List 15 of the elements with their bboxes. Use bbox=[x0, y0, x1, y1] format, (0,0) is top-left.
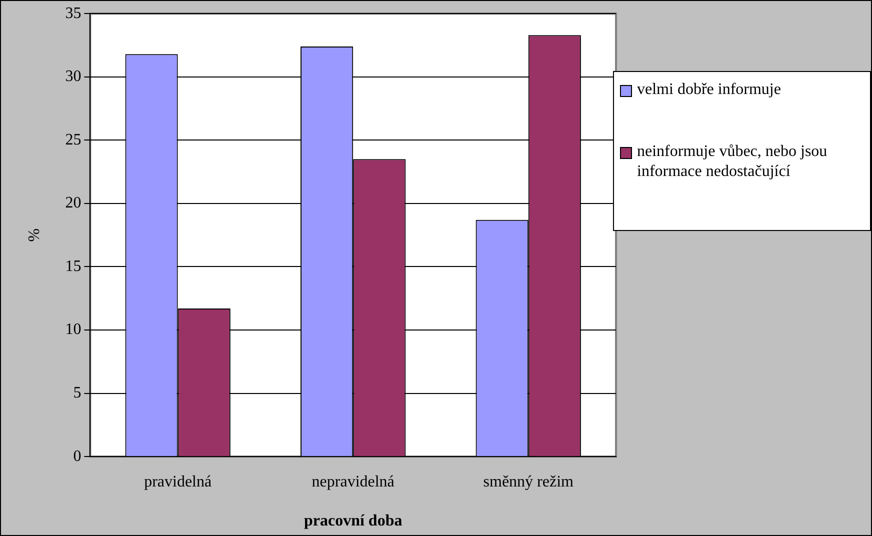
x-tick-label: nepravidelná bbox=[312, 473, 394, 490]
y-tick-label: 5 bbox=[73, 384, 82, 402]
y-tick-label: 10 bbox=[65, 321, 82, 338]
legend-label: neinformuje vůbec, nebo jsou informace nedostačující bbox=[637, 142, 828, 182]
y-tick-label: 25 bbox=[65, 131, 82, 148]
y-axis-title: % bbox=[26, 228, 43, 242]
x-axis-title: pracovní doba bbox=[304, 512, 402, 530]
y-tick-label: 20 bbox=[65, 194, 82, 212]
y-tick-label: 0 bbox=[73, 448, 82, 465]
y-tick-label: 35 bbox=[65, 4, 82, 22]
legend-label: velmi dobře informuje bbox=[637, 80, 781, 100]
y-tick-label: 30 bbox=[65, 68, 82, 86]
x-tick-label: pravidelná bbox=[144, 473, 212, 490]
x-tick-label: směnný režim bbox=[483, 473, 574, 490]
y-tick-label: 15 bbox=[65, 258, 82, 275]
